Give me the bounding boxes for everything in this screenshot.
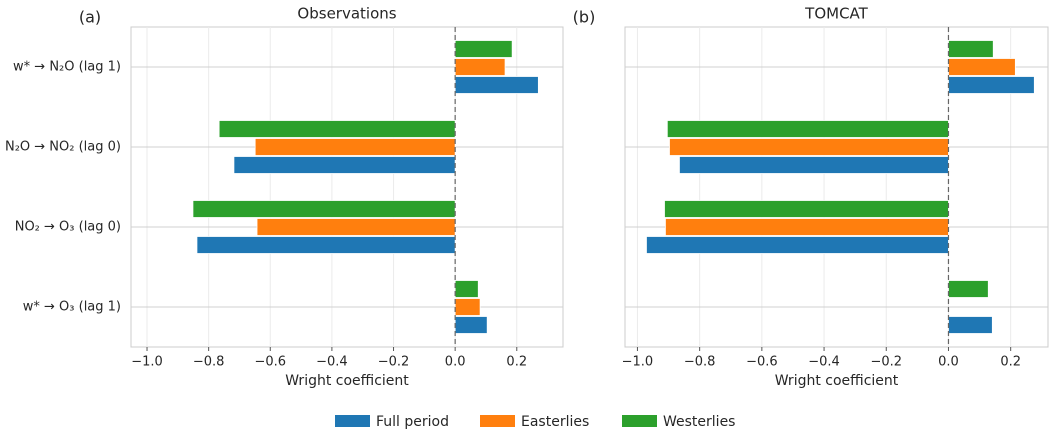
- bar: [948, 316, 993, 334]
- chart-title: Observations: [297, 5, 396, 23]
- legend-swatch: [480, 415, 515, 427]
- y-tick-label: w* → N₂O (lag 1): [13, 60, 121, 75]
- x-axis-label: Wright coefficient: [775, 373, 899, 389]
- bar: [664, 200, 949, 218]
- y-tick-label: N₂O → NO₂ (lag 0): [5, 140, 121, 155]
- bar: [454, 76, 539, 94]
- x-tick-label: −0.4: [808, 355, 840, 370]
- bar: [948, 40, 994, 58]
- panel-label: (b): [573, 8, 596, 27]
- y-tick-label: w* → O₃ (lag 1): [23, 300, 121, 315]
- bar: [948, 58, 1016, 76]
- legend-label: Westerlies: [663, 414, 735, 430]
- bar: [948, 280, 989, 298]
- bar: [454, 40, 513, 58]
- x-tick-label: 0.2: [506, 355, 527, 370]
- x-tick-label: −0.6: [746, 355, 778, 370]
- x-tick-label: 0.2: [1000, 355, 1021, 370]
- y-tick-label: NO₂ → O₃ (lag 0): [15, 220, 121, 235]
- x-tick-label: −0.8: [193, 355, 225, 370]
- bar: [192, 200, 456, 218]
- x-tick-label: 0.0: [938, 355, 959, 370]
- bar: [254, 138, 456, 156]
- x-tick-label: 0.0: [445, 355, 466, 370]
- x-tick-label: −1.0: [622, 355, 654, 370]
- bar: [666, 120, 949, 138]
- bar: [454, 280, 479, 298]
- x-tick-label: −0.2: [870, 355, 902, 370]
- legend-swatch: [622, 415, 657, 427]
- x-axis-label: Wright coefficient: [285, 373, 409, 389]
- bar: [454, 298, 481, 316]
- x-tick-label: −1.0: [131, 355, 163, 370]
- bar: [233, 156, 456, 174]
- bar: [256, 218, 456, 236]
- chart-title: TOMCAT: [804, 5, 868, 23]
- bar: [218, 120, 456, 138]
- bar: [454, 58, 506, 76]
- panel-label: (a): [79, 8, 101, 27]
- x-tick-label: −0.2: [378, 355, 410, 370]
- legend-swatch: [335, 415, 370, 427]
- legend-label: Full period: [376, 414, 449, 430]
- x-tick-label: −0.8: [684, 355, 716, 370]
- bar: [646, 236, 949, 254]
- bar: [665, 218, 949, 236]
- x-tick-label: −0.4: [316, 355, 348, 370]
- bar: [669, 138, 949, 156]
- bar: [679, 156, 949, 174]
- x-tick-label: −0.6: [254, 355, 286, 370]
- bar: [948, 76, 1035, 94]
- legend-label: Easterlies: [521, 414, 589, 430]
- bar: [454, 316, 488, 334]
- bar: [196, 236, 456, 254]
